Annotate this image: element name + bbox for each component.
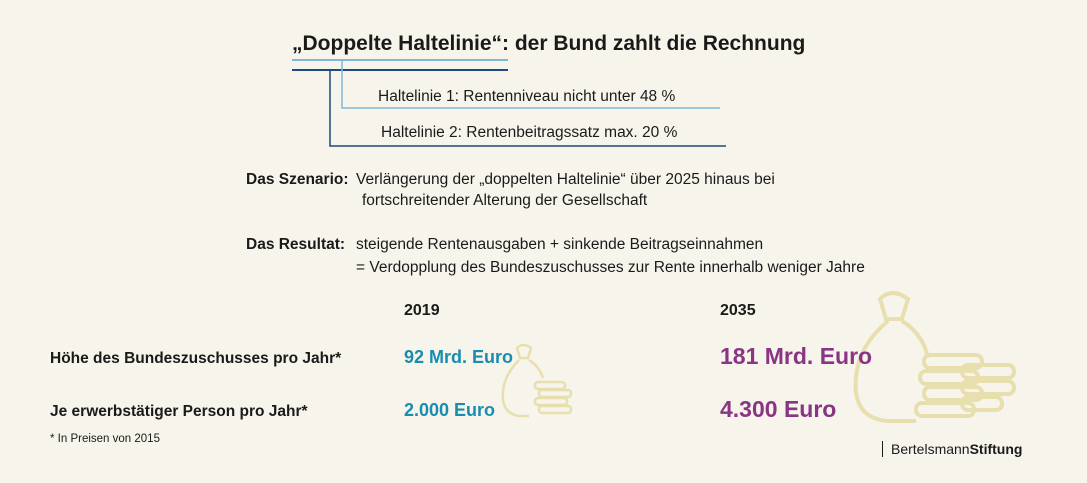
value-2019-erwerbstaetige: 2.000 Euro [404,400,496,420]
haltelinie-1: Haltelinie 1: Rentenniveau nicht unter 4… [378,88,676,105]
logo-part1: Bertelsmann [891,441,970,457]
resultat-line1: steigende Rentenausgaben + sinkende Beit… [356,236,764,253]
logo-part2: Stiftung [969,441,1023,457]
resultat-label: Das Resultat: [246,236,346,253]
footnote: * In Preisen von 2015 [50,433,160,445]
haltelinie-2: Haltelinie 2: Rentenbeitragssatz max. 20… [381,124,678,141]
szenario-line1: Verlängerung der „doppelten Haltelinie“ … [356,171,775,188]
value-2019-bundeszuschuss: 92 Mrd. Euro [404,347,514,367]
value-2035-erwerbstaetige: 4.300 Euro [720,396,837,422]
money-bag-coins-icon-small [501,343,573,418]
szenario-line2: fortschreitender Alterung der Gesellscha… [362,192,648,209]
year-2035-header: 2035 [720,302,756,319]
page-title: „Doppelte Haltelinie“: der Bund zahlt di… [292,32,806,55]
money-bag-coins-icon-large [853,291,1016,423]
value-2035-bundeszuschuss: 181 Mrd. Euro [720,343,873,369]
row-label-bundeszuschuss: Höhe des Bundeszuschusses pro Jahr* [50,350,342,367]
year-2019-header: 2019 [404,302,440,319]
row-label-erwerbstaetige: Je erwerbstätiger Person pro Jahr* [50,403,308,420]
bertelsmann-stiftung-logo: BertelsmannStiftung [882,441,1022,457]
resultat-line2: = Verdopplung des Bundeszuschusses zur R… [356,259,865,276]
szenario-label: Das Szenario: [246,171,349,188]
